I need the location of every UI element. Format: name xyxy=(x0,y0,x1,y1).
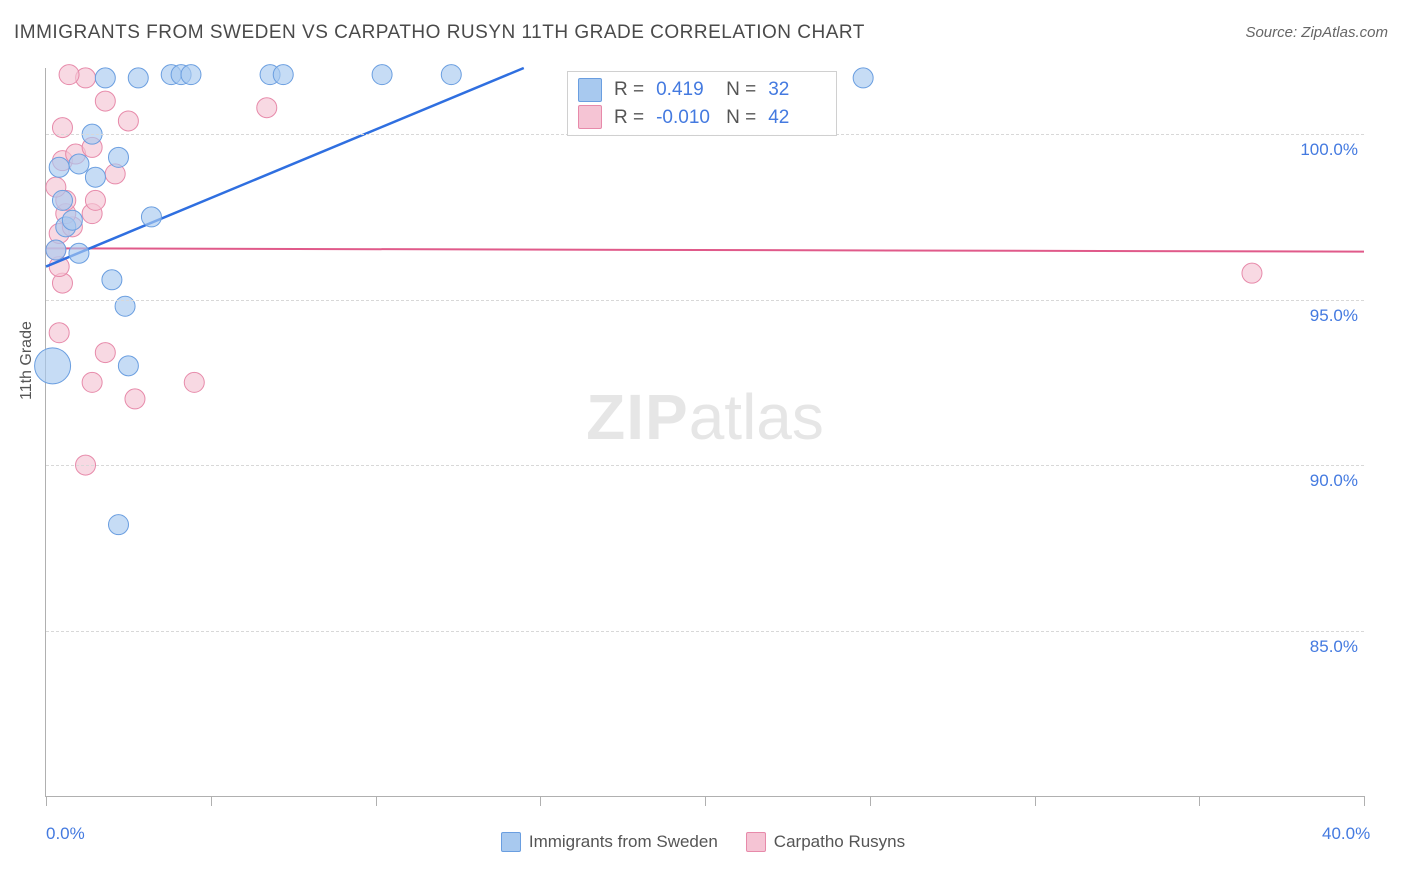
data-point xyxy=(62,210,82,230)
trend-line xyxy=(46,248,1364,251)
y-tick-label: 90.0% xyxy=(1298,471,1358,491)
legend-swatch-sweden xyxy=(501,832,521,852)
data-point xyxy=(141,207,161,227)
data-point xyxy=(82,372,102,392)
data-point xyxy=(49,157,69,177)
gridline xyxy=(46,631,1364,632)
data-point xyxy=(118,356,138,376)
plot-svg xyxy=(46,68,1364,796)
data-point xyxy=(95,343,115,363)
data-point xyxy=(85,190,105,210)
data-point xyxy=(118,111,138,131)
legend-label-rusyn: Carpatho Rusyns xyxy=(774,832,905,852)
data-point xyxy=(125,389,145,409)
x-tick xyxy=(1199,796,1200,806)
data-point xyxy=(372,65,392,85)
data-point xyxy=(102,270,122,290)
stat-n-value: 32 xyxy=(768,76,826,104)
data-point xyxy=(257,98,277,118)
stat-n-label: N = xyxy=(726,104,756,132)
chart-title: IMMIGRANTS FROM SWEDEN VS CARPATHO RUSYN… xyxy=(14,22,865,44)
stat-n-value: 42 xyxy=(768,104,826,132)
legend-label-sweden: Immigrants from Sweden xyxy=(529,832,718,852)
data-point xyxy=(95,91,115,111)
x-tick xyxy=(1364,796,1365,806)
stats-swatch xyxy=(578,78,602,102)
legend-item-sweden: Immigrants from Sweden xyxy=(501,832,718,852)
stats-box: R = 0.419 N = 32 R = -0.010 N = 42 xyxy=(567,71,837,136)
stat-r-value: -0.010 xyxy=(656,104,714,132)
gridline xyxy=(46,465,1364,466)
data-point xyxy=(128,68,148,88)
x-tick xyxy=(870,796,871,806)
stats-row: R = -0.010 N = 42 xyxy=(578,104,826,132)
y-tick-label: 85.0% xyxy=(1298,637,1358,657)
data-point xyxy=(181,65,201,85)
y-tick-label: 100.0% xyxy=(1298,140,1358,160)
data-point xyxy=(273,65,293,85)
y-tick-label: 95.0% xyxy=(1298,306,1358,326)
stat-n-label: N = xyxy=(726,76,756,104)
stats-swatch xyxy=(578,105,602,129)
gridline xyxy=(46,300,1364,301)
data-point xyxy=(108,147,128,167)
x-tick xyxy=(46,796,47,806)
legend-swatch-rusyn xyxy=(746,832,766,852)
legend-item-rusyn: Carpatho Rusyns xyxy=(746,832,905,852)
bottom-legend: Immigrants from Sweden Carpatho Rusyns xyxy=(0,832,1406,852)
data-point xyxy=(184,372,204,392)
data-point xyxy=(59,65,79,85)
stat-r-label: R = xyxy=(614,76,644,104)
data-point xyxy=(1242,263,1262,283)
x-tick xyxy=(540,796,541,806)
x-tick xyxy=(376,796,377,806)
source-attrib: Source: ZipAtlas.com xyxy=(1245,24,1388,41)
y-axis-label: 11th Grade xyxy=(18,321,36,400)
stat-r-value: 0.419 xyxy=(656,76,714,104)
data-point xyxy=(46,240,66,260)
data-point xyxy=(853,68,873,88)
data-point xyxy=(69,243,89,263)
scatter-plot-area: ZIPatlas 85.0%90.0%95.0%100.0%0.0%40.0%R… xyxy=(45,68,1364,797)
data-point xyxy=(69,154,89,174)
data-point xyxy=(49,323,69,343)
x-tick xyxy=(211,796,212,806)
x-tick xyxy=(1035,796,1036,806)
data-point xyxy=(52,190,72,210)
data-point xyxy=(95,68,115,88)
x-tick xyxy=(705,796,706,806)
stat-r-label: R = xyxy=(614,104,644,132)
data-point xyxy=(85,167,105,187)
data-point xyxy=(441,65,461,85)
stats-row: R = 0.419 N = 32 xyxy=(578,76,826,104)
data-point xyxy=(35,348,71,384)
data-point xyxy=(108,515,128,535)
